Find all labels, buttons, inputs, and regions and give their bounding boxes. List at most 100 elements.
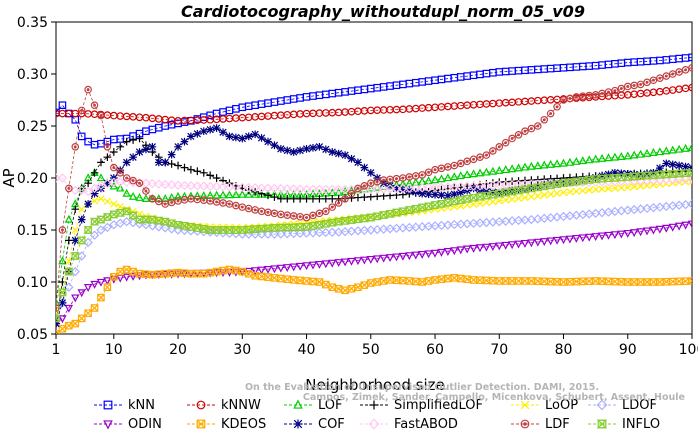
point-inflo: [687, 169, 692, 177]
point-loop: [502, 196, 510, 204]
point-cof: [572, 176, 581, 184]
point-cof: [103, 179, 112, 188]
point-loop: [489, 198, 497, 206]
point-ldf: [546, 109, 555, 118]
point-lof: [572, 156, 581, 165]
point-odin: [295, 262, 305, 271]
point-ldf: [521, 127, 529, 136]
point-knn: [77, 132, 86, 141]
point-cof: [206, 125, 215, 134]
point-fastabod: [186, 181, 196, 191]
point-cof: [122, 158, 131, 167]
point-ldf: [328, 203, 337, 211]
point-ldf: [617, 84, 626, 93]
point-fastabod: [173, 180, 183, 190]
point-odin: [373, 255, 382, 264]
point-ldof: [64, 282, 74, 292]
point-cof: [347, 154, 356, 163]
point-ldf: [129, 176, 137, 185]
point-simplifiedlof: [122, 137, 131, 146]
point-loop: [341, 215, 349, 223]
point-inflo: [83, 226, 93, 234]
point-ldf: [450, 161, 459, 170]
point-odin: [128, 272, 138, 281]
point-odin: [340, 258, 350, 267]
point-lof: [173, 191, 183, 200]
point-cof: [232, 133, 240, 142]
point-ldof: [366, 225, 376, 235]
point-cof: [129, 153, 137, 162]
point-fastabod: [115, 177, 125, 187]
point-loop: [90, 197, 99, 205]
point-lof: [507, 164, 517, 173]
point-odin: [610, 231, 620, 240]
legend-label: INFLO: [622, 417, 660, 432]
point-odin: [520, 239, 530, 248]
point-ldof: [276, 229, 286, 239]
point-ldof: [269, 229, 280, 239]
point-loop: [103, 197, 112, 206]
legend-item-knn: kNN: [94, 398, 155, 413]
point-fastabod: [456, 181, 466, 192]
y-tick-label: 0.20: [17, 171, 48, 187]
point-loop: [78, 205, 86, 213]
point-odin: [501, 241, 510, 250]
point-fastabod: [327, 184, 337, 195]
point-odin: [655, 225, 665, 234]
point-ldof: [121, 216, 132, 227]
point-lof: [475, 168, 485, 177]
point-loop: [65, 257, 73, 265]
point-ldf: [65, 184, 73, 193]
point-ldof: [353, 226, 363, 236]
point-odin: [475, 244, 485, 253]
point-loop: [469, 200, 478, 208]
point-odin: [540, 238, 549, 247]
point-odin: [514, 240, 523, 249]
point-loop: [508, 195, 516, 203]
point-lof: [109, 181, 119, 190]
point-cof: [187, 132, 195, 141]
point-ldof: [385, 224, 395, 234]
point-lof: [199, 191, 208, 200]
point-ldof: [346, 226, 357, 236]
series-knn: [56, 53, 692, 149]
point-odin: [283, 264, 292, 273]
point-inflo: [128, 211, 138, 220]
point-lof: [687, 143, 692, 151]
legend-item-ldof: LDOF: [588, 398, 657, 413]
legend-item-loop: LoOP: [511, 398, 578, 413]
point-fastabod: [70, 185, 80, 196]
point-cof: [283, 146, 292, 155]
point-cof: [611, 168, 619, 177]
point-cof: [289, 148, 298, 156]
point-odin: [585, 233, 594, 242]
chart-title: Cardiotocography_withoutdupl_norm_05_v09: [181, 2, 585, 21]
point-lof: [617, 151, 626, 160]
point-lof: [405, 178, 414, 187]
point-ldof: [327, 227, 337, 237]
point-odin: [334, 259, 343, 268]
point-lof: [488, 166, 498, 175]
point-simplifiedlof: [58, 278, 67, 286]
legend-label: LoOP: [545, 398, 578, 413]
point-fastabod: [256, 183, 267, 193]
point-fastabod: [366, 184, 376, 195]
point-ldf: [309, 211, 317, 220]
point-odin: [257, 266, 266, 275]
point-fastabod: [584, 177, 594, 188]
point-cof: [277, 145, 285, 153]
point-lof: [655, 147, 665, 156]
point-lof: [128, 191, 138, 200]
point-ldof: [423, 221, 434, 231]
point-lof: [116, 183, 125, 192]
point-odin: [302, 262, 311, 271]
series-inflo: [56, 169, 692, 323]
point-odin: [411, 251, 420, 260]
point-ldof: [449, 219, 459, 230]
point-lof: [482, 167, 491, 176]
point-ldof: [520, 215, 530, 225]
point-simplifiedlof: [167, 160, 176, 168]
point-lof: [167, 192, 176, 201]
point-cof: [405, 186, 414, 195]
